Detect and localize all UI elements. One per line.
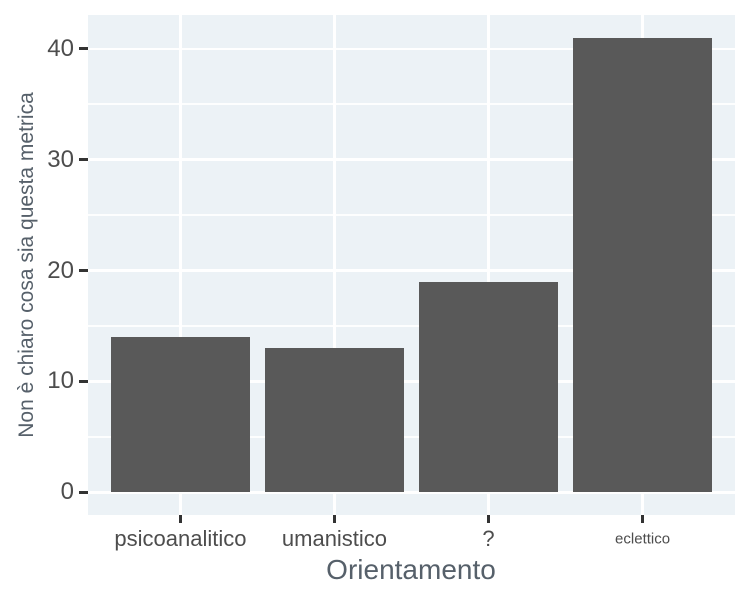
y-axis-tick (79, 490, 88, 494)
y-tick-label: 20 (47, 256, 74, 284)
bar-umanistico (265, 348, 404, 493)
gridline-minor (88, 103, 735, 106)
x-axis-tick (178, 515, 182, 523)
x-axis-tick (641, 515, 645, 523)
gridline-vertical (179, 15, 182, 515)
x-tick-label: ? (482, 526, 495, 551)
x-tick-label: eclettico (615, 530, 671, 548)
gridline-vertical (487, 15, 490, 515)
y-tick-label: 30 (47, 145, 74, 173)
x-axis-tick (332, 515, 336, 523)
y-axis-tick (79, 379, 88, 383)
x-axis-title: Orientamento (326, 554, 496, 585)
gridline-major (88, 490, 735, 494)
x-axis-tick (487, 515, 491, 523)
gridline-minor (88, 325, 735, 327)
gridline-major (88, 158, 735, 161)
bar-? (419, 281, 558, 493)
gridline-major (88, 47, 735, 51)
gridline-minor (88, 435, 735, 438)
gridline-minor (88, 214, 735, 216)
y-axis-tick (79, 47, 88, 51)
bar-eclettico (573, 37, 712, 493)
x-tick-label: umanistico (281, 526, 388, 551)
gridline-major (88, 380, 735, 383)
y-tick-label: 0 (60, 478, 74, 506)
plot-panel (88, 15, 735, 515)
bar-psicoanalitico (111, 337, 250, 493)
gridline-major (88, 269, 735, 272)
y-tick-label: 40 (47, 34, 74, 62)
y-tick-label: 10 (47, 367, 74, 395)
x-tick-label: psicoanalitico (114, 526, 247, 551)
y-axis-tick (79, 269, 88, 273)
gridline-vertical (333, 15, 336, 515)
y-axis-tick (79, 158, 88, 162)
